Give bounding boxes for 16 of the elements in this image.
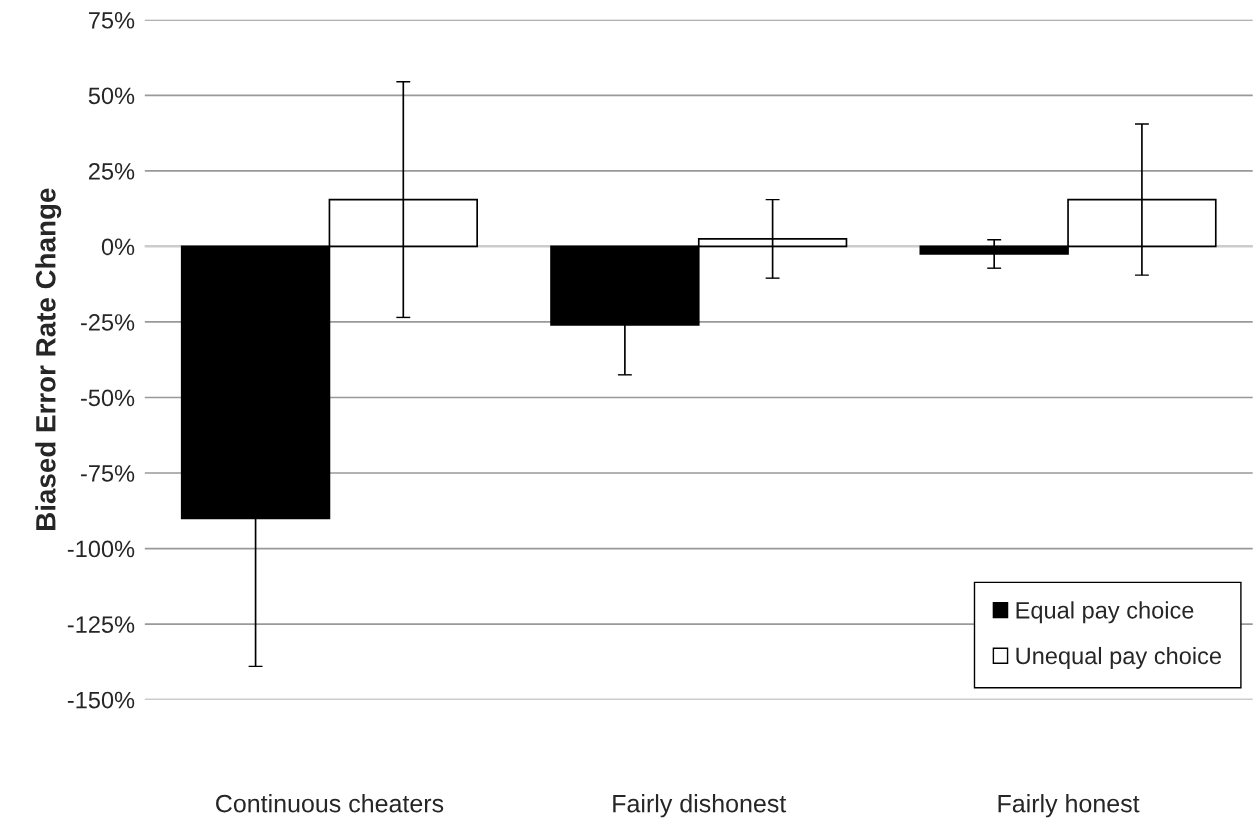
y-tick-label: -150%	[67, 691, 135, 709]
legend-label: Equal pay choice	[1016, 601, 1194, 624]
y-tick-label: -50%	[80, 389, 135, 407]
x-tick-label: Fairly dishonest	[613, 794, 787, 818]
y-tick-label: -100%	[67, 540, 135, 558]
y-tick-label: -125%	[67, 616, 135, 633]
x-tick-label: Continuous cheaters	[216, 794, 444, 813]
y-tick-label: -75%	[80, 465, 135, 482]
y-tick-label: 0%	[101, 238, 135, 256]
y-tick-label: -25%	[80, 314, 135, 331]
legend-label: Unequal pay choice	[1016, 646, 1221, 669]
y-tick-label: 75%	[89, 12, 135, 29]
y-tick-label: 50%	[88, 87, 135, 105]
y-tick-label: 25%	[89, 162, 135, 180]
x-tick-label: Fairly honest	[998, 794, 1140, 818]
y-axis-title: Biased Error Rate Change	[35, 188, 62, 530]
